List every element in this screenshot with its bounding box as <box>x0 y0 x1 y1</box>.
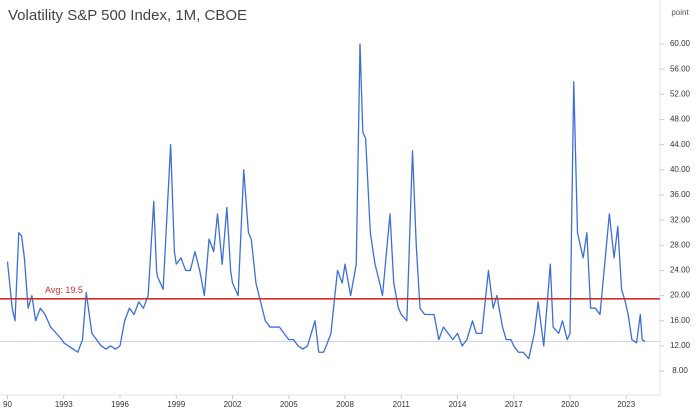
y-tick-label: 60.00 <box>670 39 691 48</box>
axis-unit: point <box>671 8 689 17</box>
average-label: Avg: 19.5 <box>45 285 83 295</box>
x-tick-label: 2008 <box>336 400 354 409</box>
y-tick-label: 40.00 <box>670 165 691 174</box>
y-tick-label: 48.00 <box>670 115 691 124</box>
y-tick-label: 52.00 <box>670 89 691 98</box>
y-tick-label: 16.00 <box>670 316 691 325</box>
y-tick-label: 28.00 <box>670 240 691 249</box>
x-tick-label: 2023 <box>617 400 635 409</box>
x-tick-label: 2002 <box>224 400 242 409</box>
y-tick-label: 12.00 <box>670 341 691 350</box>
y-tick-label: 20.00 <box>670 291 691 300</box>
x-tick-label: 2020 <box>561 400 579 409</box>
x-tick-label: 2014 <box>449 400 467 409</box>
x-tick-label: 2011 <box>393 400 411 409</box>
x-tick-label: 1999 <box>167 400 185 409</box>
y-tick-label: 36.00 <box>670 190 691 199</box>
y-tick-label: 32.00 <box>670 215 691 224</box>
series-line <box>6 43 646 360</box>
x-tick-label: 2005 <box>280 400 298 409</box>
x-tick-label: 1996 <box>111 400 129 409</box>
y-tick-label: 8.00 <box>672 366 688 375</box>
x-tick-label: 2017 <box>505 400 523 409</box>
y-tick-label: 56.00 <box>670 64 691 73</box>
x-tick-label: 90 <box>3 400 12 409</box>
y-tick-label: 44.00 <box>670 140 691 149</box>
y-tick-label: 24.00 <box>670 266 691 275</box>
x-tick-label: 1993 <box>55 400 73 409</box>
chart-title: Volatility S&P 500 Index, 1M, CBOE <box>8 7 247 24</box>
